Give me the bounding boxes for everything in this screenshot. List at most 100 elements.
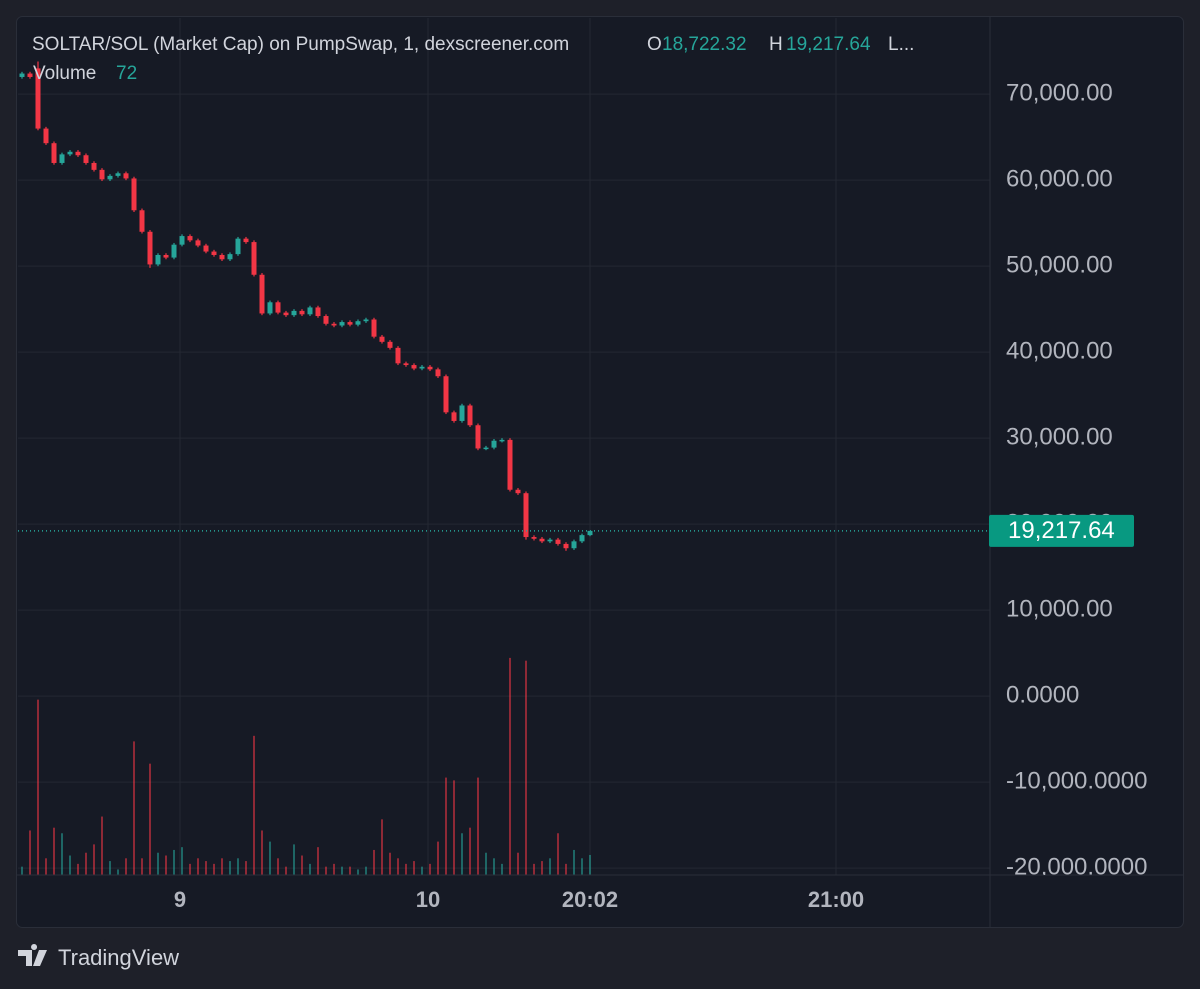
- candle-body: [419, 366, 425, 369]
- candle-body: [227, 254, 233, 260]
- candle-body: [443, 376, 449, 413]
- volume-bar: [301, 855, 303, 875]
- candle-body: [171, 244, 177, 258]
- volume-bar: [213, 863, 215, 875]
- candle-body: [27, 73, 33, 77]
- volume-bar: [173, 849, 175, 875]
- volume-bar: [405, 863, 407, 875]
- candle-body: [459, 405, 465, 421]
- last-price-label: 19,217.64: [1008, 517, 1115, 544]
- candle-body: [387, 341, 393, 348]
- volume-bar: [165, 855, 167, 875]
- candle-body: [539, 538, 545, 542]
- candle-body: [91, 162, 97, 170]
- volume-bar: [205, 861, 207, 875]
- candle-body: [259, 274, 265, 314]
- volume-pane: [21, 657, 591, 875]
- legend-open: 18,722.32: [662, 34, 747, 55]
- volume-bar: [29, 830, 31, 875]
- volume-bar: [197, 858, 199, 875]
- volume-bar: [389, 852, 391, 875]
- candle-body: [187, 236, 193, 241]
- volume-bar: [565, 863, 567, 875]
- candle-body: [147, 231, 153, 265]
- candle-body: [579, 535, 585, 542]
- candle-body: [515, 489, 521, 494]
- volume-bar: [381, 819, 383, 875]
- legend-high: 19,217.64: [786, 34, 871, 55]
- chart-panel: [16, 16, 1184, 928]
- volume-bar: [525, 660, 527, 875]
- volume-bar: [277, 858, 279, 875]
- candle-body: [435, 369, 441, 377]
- volume-bar: [541, 861, 543, 875]
- volume-bar: [501, 863, 503, 875]
- candle-body: [43, 128, 49, 144]
- candle-body: [67, 151, 73, 155]
- candle-body: [219, 254, 225, 260]
- volume-bar: [317, 847, 319, 875]
- candle-body: [59, 154, 65, 163]
- y-tick-label: 40,000.00: [1006, 338, 1113, 365]
- candle-body: [75, 151, 81, 156]
- volume-bar: [485, 852, 487, 875]
- candle-body: [563, 543, 569, 549]
- candle-body: [363, 319, 369, 322]
- volume-bar: [517, 852, 519, 875]
- volume-bar: [293, 844, 295, 875]
- volume-bar: [85, 852, 87, 875]
- candle-body: [355, 321, 361, 325]
- volume-bar: [413, 861, 415, 875]
- candle-body: [163, 254, 169, 258]
- candle-body: [467, 405, 473, 426]
- candle-body: [403, 363, 409, 366]
- volume-bar: [269, 841, 271, 875]
- candle-body: [523, 493, 529, 538]
- y-tick-label: 10,000.00: [1006, 595, 1113, 622]
- volume-bar: [477, 777, 479, 875]
- volume-bar: [245, 861, 247, 875]
- volume-bar: [549, 858, 551, 875]
- volume-bar: [333, 863, 335, 875]
- volume-bar: [141, 858, 143, 875]
- x-tick-label: 9: [174, 887, 186, 912]
- candle-body: [19, 73, 25, 77]
- volume-bar: [77, 863, 79, 875]
- volume-bar: [253, 735, 255, 875]
- tradingview-logo: [18, 944, 47, 966]
- candle-body: [347, 322, 353, 325]
- volume-bar: [149, 763, 151, 875]
- volume-bar: [373, 849, 375, 875]
- candle-body: [107, 175, 113, 180]
- volume-bar: [221, 858, 223, 875]
- price-scale: 70,000.00 60,000.00 50,000.00 40,000.00 30,0…: [1006, 80, 1147, 875]
- volume-bar: [309, 863, 311, 875]
- candle-body: [275, 302, 281, 313]
- volume-bar: [53, 827, 55, 875]
- volume-bar: [325, 866, 327, 875]
- volume-bar: [437, 841, 439, 875]
- candle-body: [195, 240, 201, 246]
- volume-bar: [93, 844, 95, 875]
- candle-body: [339, 322, 345, 326]
- candle-body: [243, 238, 249, 243]
- volume-bar: [533, 863, 535, 875]
- legend-rest: L...: [888, 34, 914, 55]
- volume-bar: [181, 847, 183, 875]
- volume-bar: [101, 816, 103, 875]
- volume-bar: [21, 866, 23, 875]
- candle-body: [123, 173, 129, 179]
- candle-body: [283, 312, 289, 316]
- candle-body: [235, 238, 241, 255]
- x-tick-label: 20:02: [562, 887, 618, 912]
- y-tick-label: 60,000.00: [1006, 166, 1113, 193]
- volume-bar: [285, 866, 287, 875]
- candle-body: [331, 323, 337, 326]
- candle-body: [83, 155, 89, 163]
- y-tick-label: 0.0000: [1006, 681, 1079, 708]
- volume-bar: [117, 869, 119, 875]
- last-price-badge: [989, 514, 1134, 547]
- volume-bar: [341, 866, 343, 875]
